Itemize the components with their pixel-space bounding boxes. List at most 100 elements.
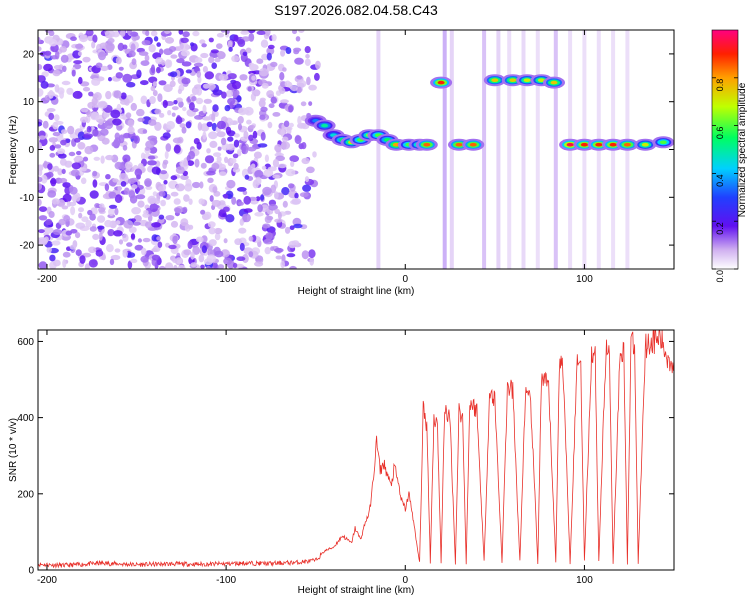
noise-speckle (110, 254, 121, 261)
noise-speckle (256, 30, 267, 35)
noise-speckle (175, 166, 185, 174)
feature-blob (437, 80, 445, 85)
noise-speckle (221, 91, 227, 99)
noise-speckle (227, 40, 233, 49)
noise-speckle (212, 186, 218, 194)
noise-speckle (292, 30, 297, 35)
heatmap-cells (38, 30, 674, 269)
noise-speckle (104, 30, 115, 39)
noise-speckle (76, 150, 82, 156)
noise-speckle (296, 75, 303, 80)
noise-speckle (114, 194, 123, 204)
noise-speckle (279, 87, 286, 94)
noise-speckle (293, 47, 302, 52)
noise-speckle (264, 154, 269, 163)
noise-speckle (265, 232, 273, 241)
noise-speckle (108, 207, 115, 216)
noise-speckle (297, 115, 302, 125)
noise-speckle (266, 215, 274, 221)
noise-speckle (160, 199, 167, 207)
feature-blob (491, 78, 499, 82)
noise-speckle (158, 191, 166, 197)
noise-speckle (170, 54, 178, 59)
noise-speckle (308, 101, 313, 106)
noise-speckle (156, 66, 161, 74)
noise-speckle (243, 131, 249, 139)
noise-speckle (294, 57, 304, 65)
noise-speckle (289, 155, 300, 163)
noise-speckle (61, 168, 66, 175)
noise-speckle (79, 34, 87, 40)
noise-speckle (179, 123, 186, 128)
noise-speckle (66, 87, 74, 95)
noise-speckle (230, 120, 239, 125)
noise-speckle (92, 233, 100, 240)
noise-speckle (208, 56, 215, 64)
snr-x-label: Height of straight line (km) (298, 585, 415, 596)
noise-speckle (251, 89, 261, 95)
noise-speckle (238, 201, 244, 206)
noise-speckle (62, 182, 71, 188)
streak (553, 30, 558, 269)
noise-speckle (185, 69, 192, 74)
noise-speckle (164, 30, 171, 34)
noise-speckle (217, 264, 225, 269)
noise-speckle (224, 156, 229, 163)
noise-speckle (232, 89, 238, 99)
noise-speckle (208, 85, 215, 91)
noise-speckle (57, 148, 66, 155)
noise-speckle (231, 55, 240, 63)
noise-speckle (141, 40, 151, 46)
noise-speckle (123, 132, 131, 139)
noise-speckle (118, 66, 124, 71)
noise-speckle (181, 61, 192, 67)
noise-speckle (243, 208, 253, 213)
noise-speckle (120, 181, 127, 187)
noise-speckle (128, 178, 135, 185)
noise-speckle (82, 156, 89, 162)
noise-speckle (227, 136, 234, 142)
noise-speckle (196, 70, 202, 78)
noise-speckle (204, 71, 214, 80)
noise-speckle (225, 90, 233, 98)
noise-speckle (255, 176, 262, 186)
noise-speckle (223, 193, 229, 199)
noise-speckle (53, 259, 61, 267)
noise-speckle (282, 200, 288, 208)
noise-speckle (142, 212, 150, 218)
feature-blob (623, 142, 631, 147)
noise-speckle (202, 83, 210, 89)
noise-speckle (40, 174, 48, 184)
noise-speckle (192, 181, 201, 189)
x-tick-label: -100 (216, 274, 236, 285)
noise-speckle (105, 42, 115, 52)
noise-speckle (259, 97, 266, 102)
noise-speckle (229, 158, 237, 164)
noise-speckle (196, 87, 203, 96)
noise-speckle (75, 232, 81, 239)
noise-speckle (74, 137, 81, 143)
noise-speckle (186, 155, 191, 162)
noise-speckle (190, 251, 195, 260)
noise-speckle (194, 57, 203, 64)
noise-speckle (170, 175, 178, 181)
noise-speckle (43, 63, 53, 72)
noise-speckle (194, 115, 204, 120)
x-tick-label: -200 (37, 274, 57, 285)
feature-blob (659, 140, 667, 145)
noise-speckle (118, 239, 124, 245)
noise-speckle (38, 215, 48, 221)
noise-speckle (38, 121, 43, 127)
noise-speckle (70, 206, 76, 216)
noise-speckle (151, 166, 161, 175)
noise-speckle (301, 250, 310, 260)
colorbar-tick-label: 0.4 (715, 174, 725, 187)
noise-speckle (126, 81, 136, 88)
noise-speckle (65, 230, 73, 236)
noise-speckle (71, 69, 76, 77)
heatmap-x-label: Height of straight line (km) (298, 286, 415, 297)
noise-speckle (206, 121, 213, 128)
noise-speckle (78, 212, 83, 219)
noise-speckle (285, 168, 296, 177)
